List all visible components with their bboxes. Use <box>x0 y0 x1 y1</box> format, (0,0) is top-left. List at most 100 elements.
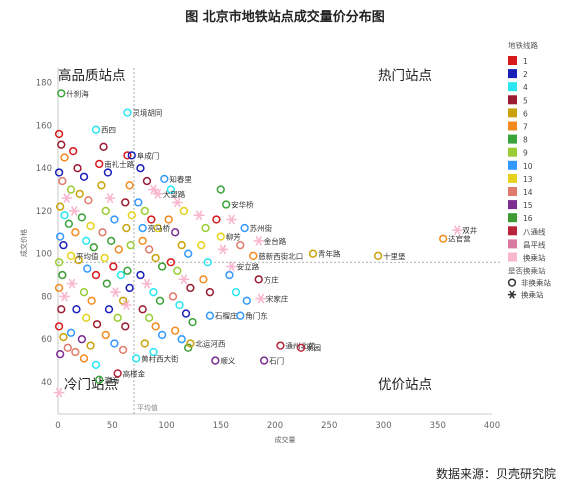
legend: 地铁线路124567891013141516八通线昌平线换乘站是否换乘站非换乘站… <box>507 40 551 300</box>
point-label: 十里堡 <box>383 251 406 261</box>
point-label: 瀛海 <box>104 375 119 385</box>
data-point <box>118 296 128 305</box>
point-label: 果园 <box>306 344 321 353</box>
data-point <box>144 245 154 254</box>
data-point <box>125 181 134 190</box>
x-axis-title: 成交量 <box>275 435 296 444</box>
data-point <box>95 375 104 384</box>
data-point <box>231 288 241 297</box>
y-tick-label: 160 <box>36 121 52 131</box>
data-point <box>63 343 72 352</box>
point-label: 达官营 <box>448 234 471 244</box>
plot-area: 0 50 100 150 200 250 300 350 400 40 60 80 100 120 140 1… <box>19 67 500 444</box>
data-point <box>101 330 110 340</box>
x-tick-label: 0 <box>55 421 60 431</box>
data-point <box>121 198 130 207</box>
legend-label: 8 <box>523 136 528 145</box>
data-point <box>59 291 70 302</box>
legend-label: 换乘站 <box>523 253 546 263</box>
legend-label: 10 <box>523 162 533 171</box>
data-point <box>66 278 78 289</box>
data-point <box>116 270 126 280</box>
point-label: 高楼金 <box>123 368 146 378</box>
legend-type-label: 换乘站 <box>521 290 544 300</box>
data-point <box>184 343 193 352</box>
y-tick-label: 60 <box>41 335 52 345</box>
legend-circle-marker <box>507 278 517 287</box>
point-label: 什刹海 <box>66 88 89 98</box>
data-point <box>79 288 89 297</box>
data-point <box>171 326 180 335</box>
data-point <box>109 262 118 271</box>
legend-label: 4 <box>523 83 528 92</box>
y-axis-title: 成交价格 <box>19 229 28 257</box>
data-point <box>173 266 182 275</box>
data-point <box>123 266 132 275</box>
avg-x-label: 平均值 <box>137 403 158 412</box>
chart-title: 图 北京市地铁站点成交量价分布图 <box>185 9 385 25</box>
data-point <box>158 330 167 340</box>
legend-label: 八通线 <box>523 226 546 236</box>
data-point <box>114 245 123 254</box>
data-point <box>177 240 186 250</box>
y-tick-label: 140 <box>36 164 52 174</box>
data-point <box>155 296 165 305</box>
data-point <box>86 341 95 350</box>
data-point <box>142 176 152 186</box>
data-point <box>95 159 104 169</box>
data-point <box>136 270 145 280</box>
data-point <box>184 249 193 258</box>
data-point <box>91 360 101 369</box>
data-point <box>152 189 164 199</box>
point-label: 苏州街 <box>250 223 273 233</box>
legend-swatch <box>508 226 517 236</box>
data-point <box>102 279 111 288</box>
data-point <box>216 185 225 194</box>
point-label: 顺义 <box>220 357 235 366</box>
data-point <box>255 293 267 304</box>
data-point <box>58 176 67 186</box>
legend-label: 14 <box>523 188 533 197</box>
data-point <box>186 339 195 348</box>
data-point <box>153 223 162 233</box>
legend-type-title: 是否换乘站 <box>508 266 546 276</box>
data-point <box>127 151 136 160</box>
legend-swatch <box>508 239 517 249</box>
data-point <box>60 153 69 162</box>
legend-label: 9 <box>523 149 528 158</box>
data-point <box>68 206 80 216</box>
data-point <box>131 354 141 363</box>
data-point <box>54 129 64 139</box>
x-tick-label: 100 <box>158 421 174 431</box>
legend-swatch <box>508 213 517 223</box>
point-label: 安立路 <box>237 262 260 272</box>
x-tick-label: 300 <box>375 421 391 431</box>
data-point <box>77 335 87 344</box>
data-point <box>71 347 80 357</box>
data-point <box>166 258 175 267</box>
data-point <box>82 313 91 322</box>
point-label: 宋家庄 <box>266 294 289 304</box>
data-point <box>83 264 92 273</box>
data-point <box>57 89 66 98</box>
x-tick-label: 400 <box>484 421 500 431</box>
data-point <box>57 305 66 314</box>
legend-swatch <box>508 134 517 144</box>
data-point <box>225 270 234 280</box>
data-point <box>149 288 158 297</box>
data-point <box>140 339 149 348</box>
data-point <box>107 236 116 246</box>
point-label: 角门东 <box>245 311 268 321</box>
point-label: 青年路 <box>318 249 341 259</box>
data-point <box>216 232 225 241</box>
data-point <box>57 140 66 149</box>
data-point <box>242 296 251 305</box>
data-point <box>253 236 265 246</box>
data-point <box>100 253 109 263</box>
data-point <box>151 253 160 263</box>
legend-star-marker <box>507 290 517 299</box>
data-point <box>84 196 93 205</box>
point-label: 双井 <box>462 225 477 235</box>
y-tick-label: 100 <box>36 250 52 260</box>
data-point <box>201 223 210 233</box>
